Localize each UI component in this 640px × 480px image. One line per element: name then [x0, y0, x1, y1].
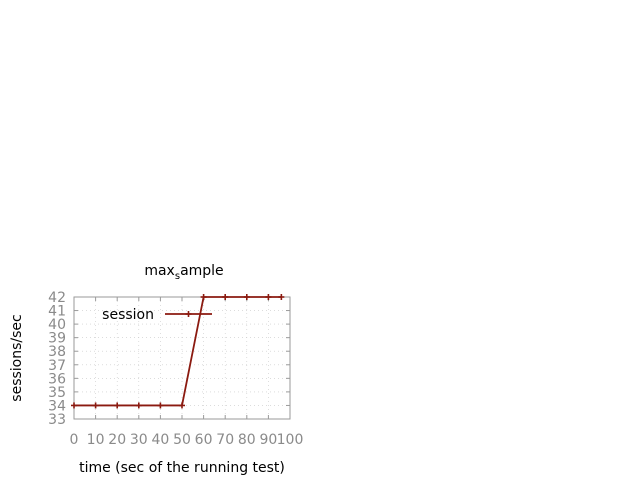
y-tick-label: 34 [48, 398, 66, 414]
series-layer [71, 294, 285, 409]
x-tick-label: 80 [238, 432, 256, 448]
x-tick-label: 0 [70, 432, 79, 448]
axis-ticks: 0 10 20 30 40 50 60 70 80 90 100333435363738394041… [48, 290, 303, 448]
x-tick-label: 100 [277, 432, 304, 448]
data-point-marker [71, 402, 77, 409]
y-tick-label: 40 [48, 317, 66, 333]
y-tick-label: 38 [48, 344, 66, 360]
x-tick-label: 10 [87, 432, 105, 448]
y-tick-label: 42 [48, 290, 66, 306]
x-axis-label: time (sec of the running test) [79, 460, 285, 476]
data-point-marker [243, 294, 250, 300]
chart-title-rest: ample [180, 263, 224, 279]
y-tick-label: 35 [48, 385, 66, 401]
data-point-marker [135, 402, 142, 409]
data-point-marker [278, 294, 285, 300]
y-tick-label: 39 [48, 331, 66, 347]
grid-lines [74, 297, 290, 419]
data-point-marker [265, 294, 272, 300]
chart-title-sub: s [175, 271, 180, 282]
data-point-marker [92, 402, 99, 409]
data-point-marker [200, 294, 207, 300]
y-tick-label: 33 [48, 412, 66, 428]
legend-label-session: session [102, 307, 154, 323]
y-tick-label: 36 [48, 371, 66, 387]
x-tick-label: 30 [130, 432, 148, 448]
data-point-marker [222, 294, 229, 300]
chart-title-main: max [144, 263, 175, 279]
legend-marker [185, 311, 192, 317]
x-tick-label: 40 [151, 432, 169, 448]
chart-title: maxsample [144, 263, 223, 282]
x-tick-label: 20 [108, 432, 126, 448]
x-tick-label: 50 [173, 432, 191, 448]
y-tick-label: 41 [48, 304, 66, 320]
x-tick-label: 70 [216, 432, 234, 448]
legend-sample-session [165, 311, 212, 317]
data-point-marker [157, 402, 164, 409]
data-point-marker [114, 402, 121, 409]
legend: session [102, 307, 212, 323]
data-point-marker [179, 402, 185, 409]
x-tick-label: 60 [195, 432, 213, 448]
y-tick-label: 37 [48, 358, 66, 374]
y-axis-label: sessions/sec [9, 314, 25, 401]
x-tick-label: 90 [259, 432, 277, 448]
